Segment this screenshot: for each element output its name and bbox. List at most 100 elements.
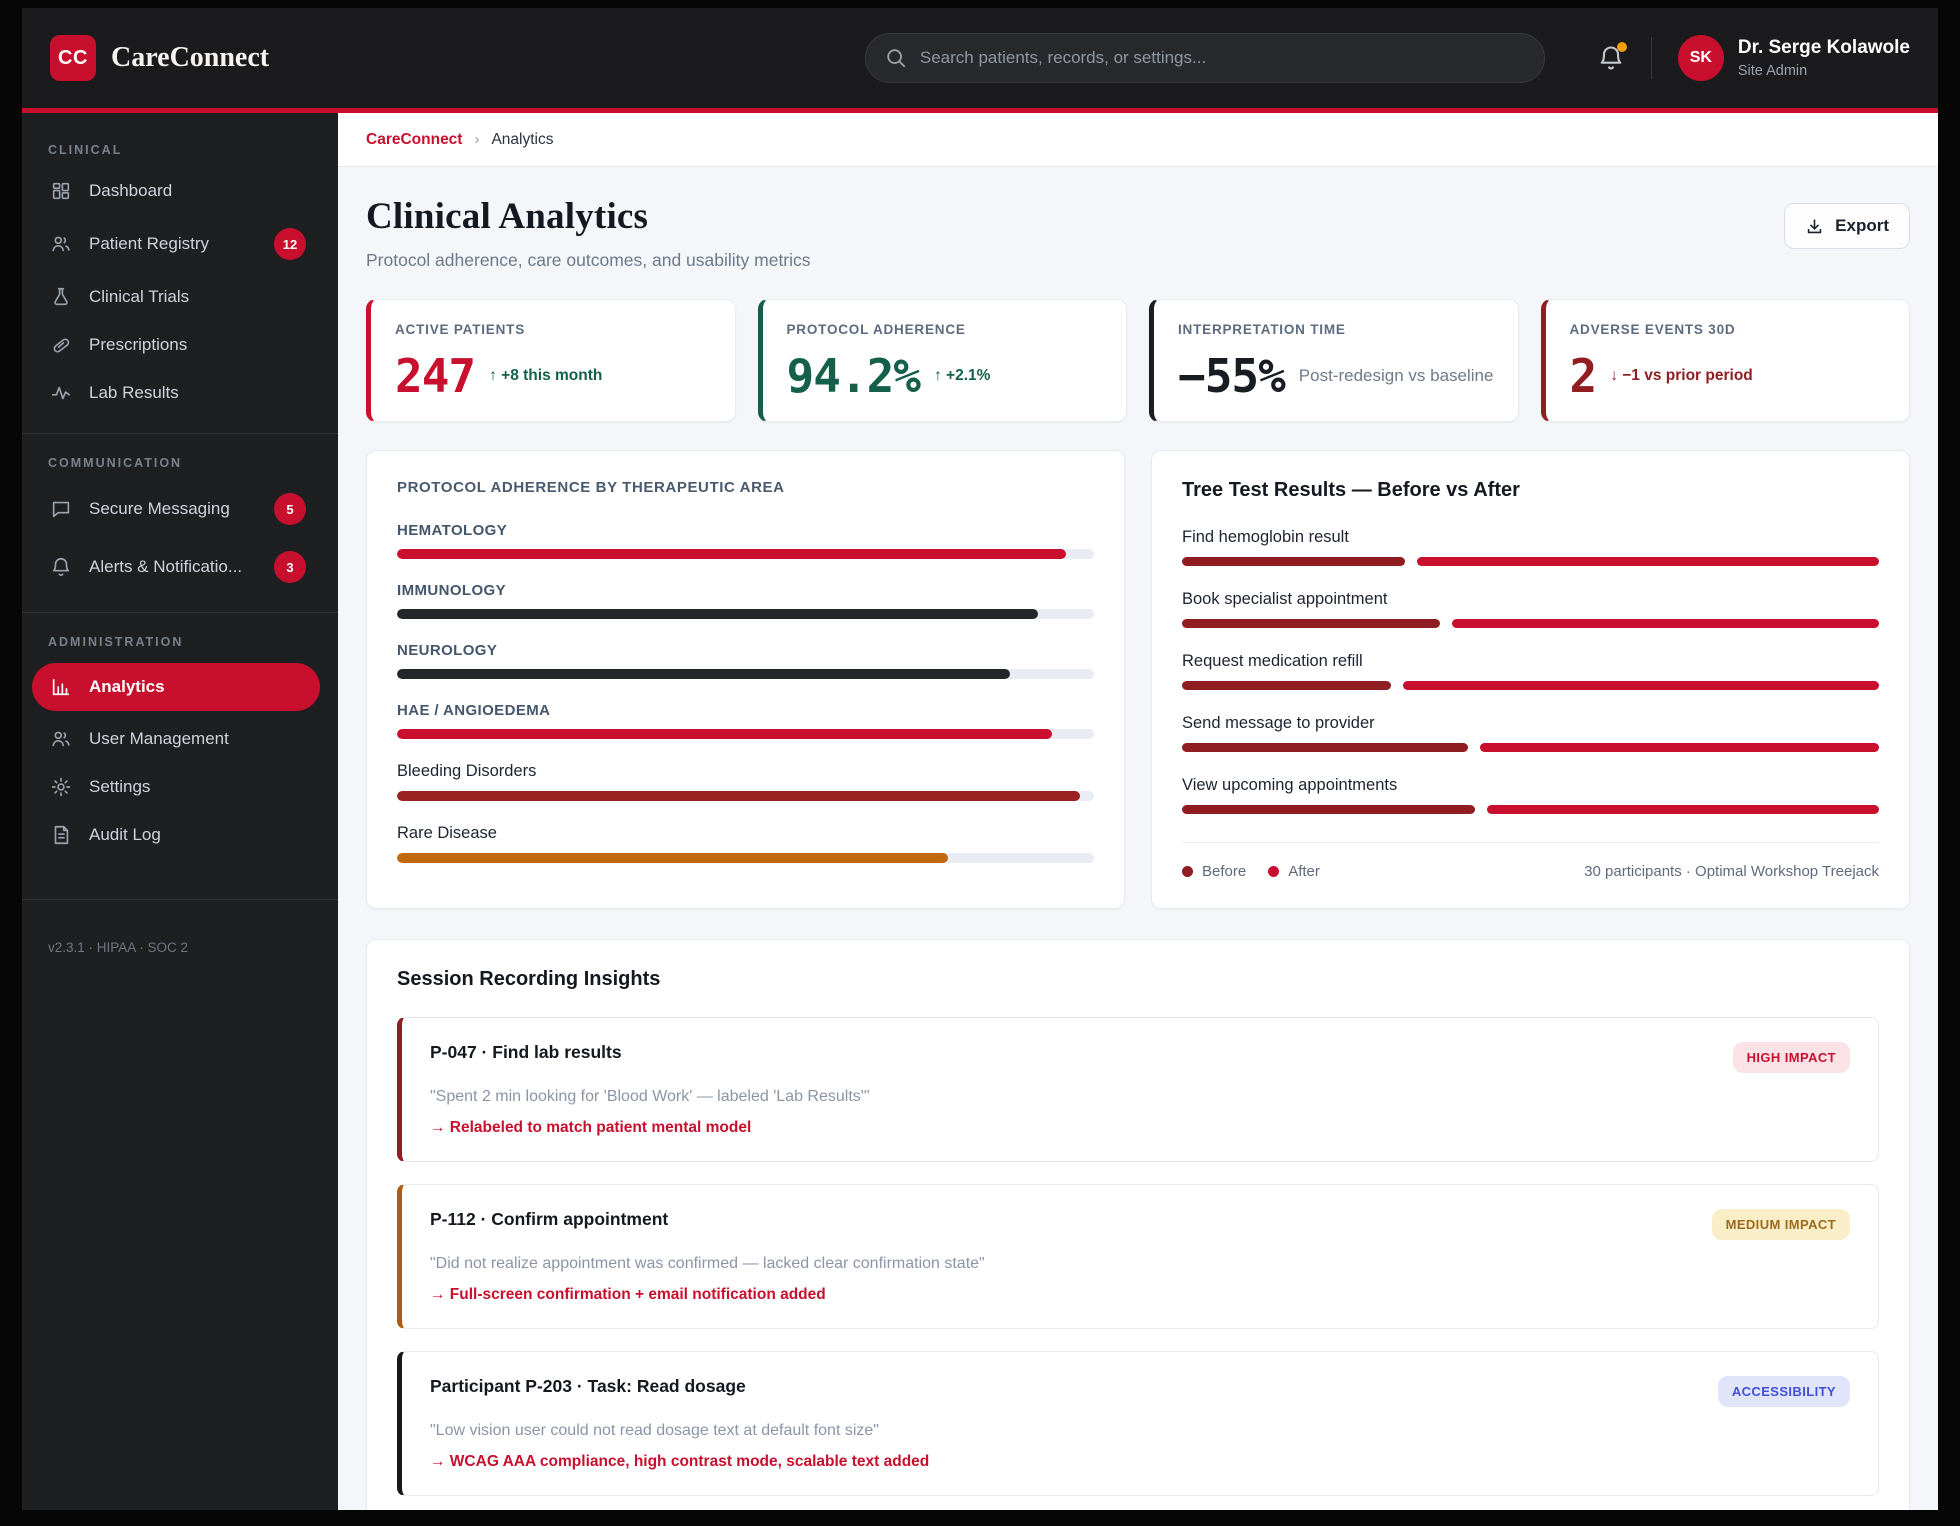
user-role: Site Admin [1737, 62, 1808, 79]
before-bar [1182, 619, 1440, 628]
sidebar-item-analytics[interactable]: Analytics [32, 663, 320, 711]
adherence-row: Rare Disease [397, 824, 1094, 863]
topbar: CC CareConnect SK Dr. Serge Kolawole Sit… [22, 8, 1938, 108]
sidebar-item-label: User Management [89, 729, 229, 748]
sidebar-item-user-management[interactable]: User Management [22, 715, 338, 763]
tree-test-row: Book specialist appointment [1182, 590, 1879, 628]
dashboard-icon [50, 180, 72, 202]
before-legend-dot [1182, 866, 1193, 877]
search-input[interactable] [864, 33, 1545, 83]
version-info: v2.3.1 · HIPAA · SOC 2 [48, 940, 189, 955]
kpi-delta: ↑ +8 this month [489, 367, 603, 384]
sidebar-item-label: Prescriptions [89, 335, 188, 354]
after-bar [1417, 557, 1879, 566]
export-button[interactable]: Export [1784, 203, 1910, 249]
adherence-row: HEMATOLOGY [397, 522, 1094, 559]
kpi-active-patients: ACTIVE PATIENTS 247 ↑ +8 this month [366, 299, 736, 422]
export-label: Export [1835, 216, 1889, 235]
adherence-label: Bleeding Disorders [397, 762, 537, 780]
avatar: SK [1677, 35, 1724, 81]
bar-track [397, 549, 1094, 559]
bar-track [397, 729, 1094, 739]
flask-icon [50, 286, 72, 308]
task-label: Book specialist appointment [1182, 590, 1388, 608]
sidebar-divider [22, 433, 338, 434]
tree-test-row: Send message to provider [1182, 714, 1879, 752]
adherence-label: Rare Disease [397, 824, 497, 842]
content: Clinical Analytics Protocol adherence, c… [338, 167, 1938, 1510]
tree-test-row: Find hemoglobin result [1182, 528, 1879, 566]
breadcrumb-root[interactable]: CareConnect [366, 130, 463, 148]
before-bar [1182, 805, 1475, 814]
insight-card: Participant P-203 · Task: Read dosage AC… [397, 1351, 1879, 1496]
sidebar-item-lab-results[interactable]: Lab Results [22, 369, 338, 417]
adherence-label: HAE / ANGIOEDEMA [397, 702, 551, 719]
sidebar-item-audit-log[interactable]: Audit Log [22, 811, 338, 859]
impact-badge: MEDIUM IMPACT [1711, 1209, 1850, 1240]
task-label: Find hemoglobin result [1182, 528, 1349, 546]
sidebar-item-patient-registry[interactable]: Patient Registry 12 [22, 215, 338, 273]
sidebar-item-label: Audit Log [89, 825, 161, 844]
kpi-delta: Post-redesign vs baseline [1298, 366, 1494, 385]
task-label: Send message to provider [1182, 714, 1375, 732]
users-icon [50, 728, 72, 750]
sidebar-item-settings[interactable]: Settings [22, 763, 338, 811]
sidebar-item-secure-messaging[interactable]: Secure Messaging 5 [22, 480, 338, 538]
sidebar-section-communication: COMMUNICATION [48, 456, 183, 470]
adherence-label: HEMATOLOGY [397, 522, 508, 539]
kpi-label: INTERPRETATION TIME [1178, 322, 1346, 337]
badge-count: 5 [274, 493, 306, 525]
insight-action: → WCAG AAA compliance, high contrast mod… [430, 1453, 930, 1470]
after-legend-dot [1268, 866, 1280, 877]
patients-icon [50, 233, 72, 255]
kpi-value: −55% [1178, 349, 1286, 403]
accent-divider [22, 108, 1938, 113]
participants-note: 30 participants · Optimal Workshop Treej… [1584, 863, 1879, 880]
user-menu[interactable]: SK Dr. Serge Kolawole Site Admin [1677, 35, 1910, 81]
adherence-panel: PROTOCOL ADHERENCE BY THERAPEUTIC AREA H… [366, 450, 1125, 909]
before-bar [1182, 743, 1468, 752]
kpi-value: 94.2% [786, 349, 921, 403]
bar-fill [397, 609, 1039, 619]
gear-icon [50, 776, 72, 798]
sidebar-item-alerts[interactable]: Alerts & Notificatio... 3 [22, 538, 338, 596]
sidebar-item-dashboard[interactable]: Dashboard [22, 167, 338, 215]
main-area: CareConnect › Analytics Clinical Analyti… [338, 113, 1938, 1510]
breadcrumb: CareConnect › Analytics [338, 113, 1938, 167]
notifications-button[interactable] [1597, 42, 1627, 72]
legend-label-before: Before [1202, 863, 1247, 880]
kpi-interpretation-time: INTERPRETATION TIME −55% Post-redesign v… [1149, 299, 1519, 422]
bar-fill [397, 669, 1011, 679]
adherence-title: PROTOCOL ADHERENCE BY THERAPEUTIC AREA [397, 479, 785, 496]
brand-name: CareConnect [111, 42, 270, 73]
sidebar-item-label: Dashboard [89, 181, 173, 200]
sidebar-item-label: Settings [89, 777, 151, 796]
notification-dot [1616, 42, 1627, 52]
app-window: CC CareConnect SK Dr. Serge Kolawole Sit… [22, 8, 1938, 1510]
adherence-row: NEUROLOGY [397, 642, 1094, 679]
sidebar-section-administration: ADMINISTRATION [48, 635, 184, 649]
document-icon [50, 824, 72, 846]
pulse-icon [50, 382, 72, 404]
sidebar-divider [22, 899, 338, 900]
bar-fill [397, 729, 1053, 739]
kpi-value: 247 [395, 349, 476, 403]
brand[interactable]: CC CareConnect [50, 35, 269, 81]
sidebar-item-clinical-trials[interactable]: Clinical Trials [22, 273, 338, 321]
insight-card: P-047 · Find lab results HIGH IMPACT "Sp… [397, 1017, 1879, 1162]
sidebar: CLINICAL Dashboard Patient Registry 12 C… [22, 113, 338, 1510]
insight-quote: "Did not realize appointment was confirm… [430, 1255, 985, 1272]
adherence-label: IMMUNOLOGY [397, 582, 506, 599]
insight-title: P-112 · Confirm appointment [430, 1209, 669, 1229]
adherence-label: NEUROLOGY [397, 642, 498, 659]
kpi-protocol-adherence: PROTOCOL ADHERENCE 94.2% ↑ +2.1% [757, 299, 1127, 422]
adherence-row: HAE / ANGIOEDEMA [397, 702, 1094, 739]
after-bar [1486, 805, 1879, 814]
sidebar-item-label: Analytics [89, 677, 165, 696]
page-title: Clinical Analytics [366, 196, 649, 237]
sidebar-item-prescriptions[interactable]: Prescriptions [22, 321, 338, 369]
tree-test-row: View upcoming appointments [1182, 776, 1879, 814]
tree-test-row: Request medication refill [1182, 652, 1879, 690]
badge-count: 3 [274, 551, 306, 583]
sidebar-section-clinical: CLINICAL [48, 143, 123, 157]
